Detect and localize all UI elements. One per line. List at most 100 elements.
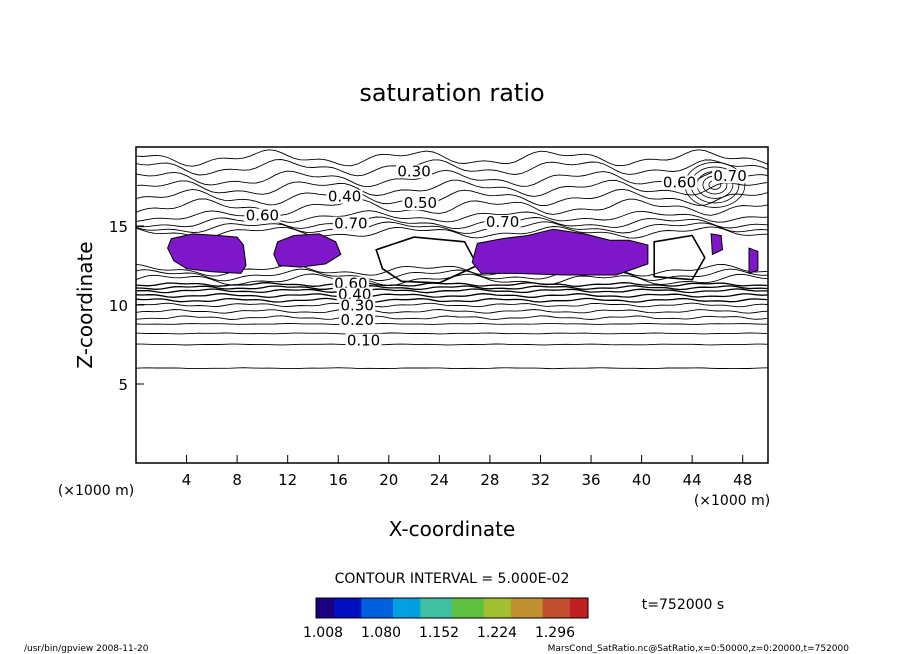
- contour-line-7: [135, 297, 769, 303]
- colorbar-cell-43: [510, 598, 516, 618]
- cloud-outline-0: [375, 236, 479, 284]
- colorbar-cell-39: [492, 598, 498, 618]
- colorbar-cell-53: [556, 598, 562, 618]
- contour-line-1: [136, 343, 769, 346]
- x-tick-label-1: 8: [232, 471, 242, 489]
- contour-line-0: [135, 367, 769, 370]
- colorbar-cell-16: [388, 598, 394, 618]
- contour-line-9: [135, 288, 768, 294]
- y-axis-unit: (×1000 m): [58, 483, 134, 499]
- contour-label-bg-0: [396, 164, 433, 179]
- contour-label-bg-4: [332, 216, 369, 231]
- contour-interval-text: CONTOUR INTERVAL = 5.000E-02: [335, 571, 570, 587]
- supersaturated-region-4: [748, 247, 759, 275]
- x-tick-label-10: 44: [683, 471, 702, 489]
- x-tick-label-0: 4: [182, 471, 192, 489]
- contour-label-6: 0.60: [663, 174, 696, 192]
- colorbar-cell-55: [565, 598, 571, 618]
- colorbar-cell-25: [429, 598, 435, 618]
- contour-line-4: [135, 315, 769, 320]
- colorbar-cell-27: [438, 598, 444, 618]
- colorbar-tick-3: 1.224: [477, 625, 517, 641]
- supersaturated-region-0: [167, 233, 247, 274]
- colorbar-cell-35: [474, 598, 480, 618]
- colorbar-cell-56: [569, 598, 575, 618]
- contour-label-0: 0.30: [397, 162, 430, 180]
- contour-labels: 0.300.40 0.500.60 0.70 0.700.60 0.700.600.40…: [244, 162, 749, 350]
- colorbar-cell-28: [442, 598, 448, 618]
- colorbar-cell-15: [384, 598, 389, 618]
- upper-contour-6: [135, 210, 769, 223]
- colorbar-cell-42: [506, 598, 512, 618]
- upper-contour-11: [135, 159, 769, 177]
- supersaturated-region-3: [710, 233, 724, 256]
- colorbar-frame: [315, 597, 589, 619]
- x-axis-label: X-coordinate: [389, 517, 516, 541]
- colorbar-cell-13: [374, 598, 380, 618]
- colorbar-cell-31: [456, 598, 462, 618]
- colorbar-tick-0: 1.008: [303, 625, 343, 641]
- y-axis-label: Z-coordinate: [73, 241, 97, 368]
- contour-label-bg-1: [326, 189, 363, 204]
- supersaturated-region-2: [471, 228, 649, 276]
- contour-line-6: [135, 302, 769, 308]
- colorbar-cell-59: [583, 598, 589, 618]
- colorbar-cell-21: [411, 598, 417, 618]
- supersaturation-fills: [167, 228, 759, 276]
- time-label: t=752000 s: [642, 597, 724, 613]
- colorbar-cell-41: [501, 598, 507, 618]
- footer-right: MarsCond_SatRatio.nc@SatRatio,x=0:50000,…: [548, 644, 850, 654]
- x-axis-ticks: 4 8 12 16 20 24 28 32 36 40 44 48: [182, 455, 752, 489]
- colorbar-cell-36: [479, 598, 485, 618]
- colorbar-tick-labels: 1.008 1.080 1.152 1.224 1.296: [303, 625, 575, 641]
- colorbar-cell-54: [560, 598, 566, 618]
- contour-label-1: 0.40: [328, 188, 361, 206]
- colorbar-cell-11: [365, 598, 371, 618]
- colorbar-cell-10: [361, 598, 367, 618]
- x-tick-label-7: 32: [531, 471, 550, 489]
- colorbar-cell-30: [452, 598, 457, 618]
- contour-label-bg-11: [339, 312, 376, 327]
- x-tick-label-5: 24: [430, 471, 449, 489]
- x-axis-unit: (×1000 m): [694, 493, 770, 509]
- contour-lines: [135, 149, 769, 370]
- footer-left: /usr/bin/gpview 2008-11-20: [24, 644, 149, 654]
- upper-contour-9: [135, 179, 769, 197]
- y-tick-label-2: 15: [109, 218, 128, 236]
- colorbar-cell-50: [542, 598, 548, 618]
- colorbar-cell-0: [316, 598, 321, 618]
- colorbar-cell-3: [329, 598, 335, 618]
- colorbar-cell-48: [533, 598, 539, 618]
- colorbar-cell-38: [488, 598, 494, 618]
- colorbar-cell-6: [343, 598, 349, 618]
- contour-label-bg-9: [336, 287, 373, 302]
- colorbar-cell-26: [433, 598, 439, 618]
- colorbar: [315, 597, 589, 619]
- contour-label-bg-5: [484, 215, 521, 229]
- x-tick-label-4: 20: [379, 471, 398, 489]
- colorbar-cell-1: [320, 598, 326, 618]
- contour-line-3: [135, 323, 768, 325]
- upper-contour-4: [135, 221, 769, 234]
- colorbar-cell-8: [352, 598, 358, 618]
- upper-contour-1: [135, 268, 769, 282]
- colorbar-tick-1: 1.080: [361, 625, 401, 641]
- colorbar-cell-4: [334, 598, 339, 618]
- colorbar-cell-9: [356, 598, 362, 618]
- y-tick-label-0: 5: [118, 376, 128, 394]
- colorbar-cell-46: [524, 598, 530, 618]
- x-tick-label-8: 36: [581, 471, 600, 489]
- x-tick-label-11: 48: [733, 471, 752, 489]
- contour-label-bg-2: [402, 196, 439, 211]
- x-tick-label-3: 16: [329, 471, 348, 489]
- y-axis-ticks: 5 10 15: [109, 218, 144, 394]
- contour-label-10: 0.30: [340, 297, 373, 315]
- colorbar-cell-17: [393, 598, 398, 618]
- upper-contour-12: [135, 149, 769, 167]
- colorbar-cell-29: [447, 598, 453, 618]
- colorbar-tick-4: 1.296: [535, 625, 575, 641]
- contour-line-5: [135, 309, 769, 314]
- contour-line-11: [135, 282, 769, 287]
- colorbar-cell-58: [578, 598, 584, 618]
